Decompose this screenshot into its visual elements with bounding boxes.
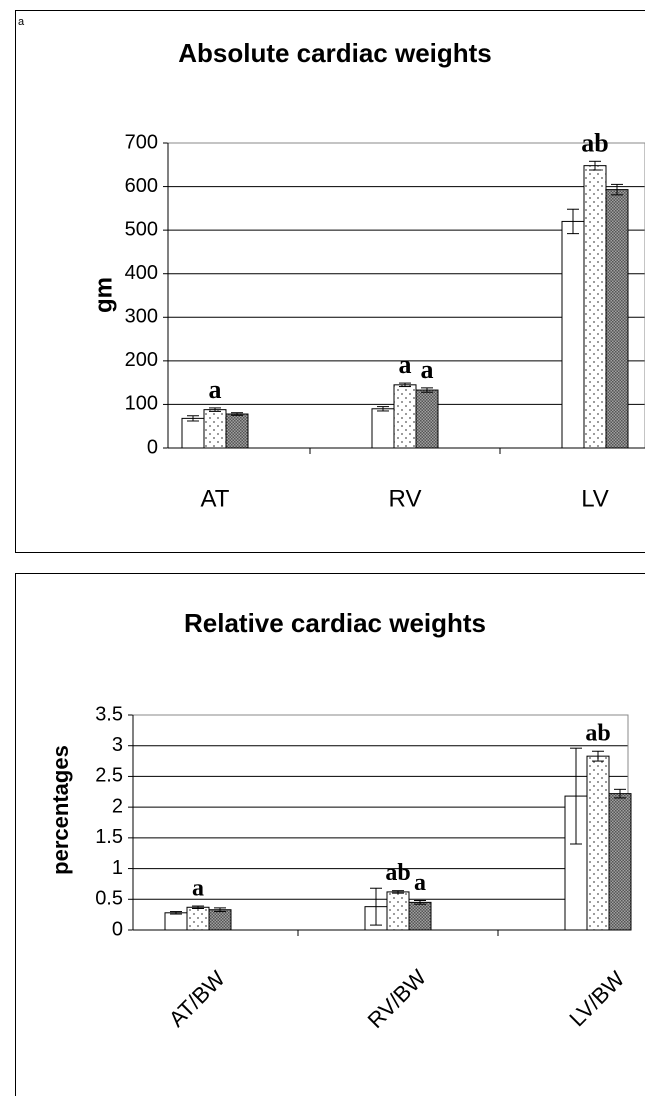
significance-label: ab (581, 128, 608, 157)
bar (415, 389, 439, 449)
y-tick-label: 0 (112, 918, 123, 940)
y-axis-label: percentages (48, 745, 73, 875)
bar (393, 384, 417, 449)
x-tick-label: LV (581, 485, 609, 512)
bar (181, 417, 205, 449)
y-tick-label: 300 (125, 306, 158, 328)
bar (586, 755, 610, 931)
bar (386, 891, 410, 931)
y-tick-label: 1.5 (95, 826, 123, 848)
significance-label: ab (585, 721, 610, 747)
chart-title: Absolute cardiac weights (178, 38, 492, 68)
y-tick-label: 600 (125, 175, 158, 197)
panel-frame (15, 10, 645, 553)
panel-label: a (18, 16, 25, 28)
y-tick-label: 3 (112, 734, 123, 756)
y-tick-label: 2.5 (95, 765, 123, 787)
significance-label: a (421, 355, 434, 384)
significance-label: a (399, 350, 412, 379)
chart-title: Relative cardiac weights (184, 608, 486, 638)
bar (608, 793, 632, 931)
bar (605, 189, 629, 449)
x-tick-label: AT/BW (164, 966, 230, 1032)
y-tick-label: 700 (125, 131, 158, 153)
bar (203, 409, 227, 449)
bar (164, 912, 188, 931)
y-tick-label: 3.5 (95, 703, 123, 725)
y-tick-label: 0.5 (95, 888, 123, 910)
x-tick-label: RV (389, 485, 422, 512)
x-tick-label: AT (201, 485, 230, 512)
y-tick-label: 200 (125, 349, 158, 371)
bar (208, 909, 232, 931)
significance-label: a (192, 876, 204, 902)
y-tick-label: 400 (125, 262, 158, 284)
y-axis-label: gm (90, 277, 117, 313)
bar (408, 901, 432, 931)
significance-label: a (414, 870, 426, 896)
y-tick-label: 1 (112, 857, 123, 879)
y-tick-label: 100 (125, 393, 158, 415)
bar (583, 165, 607, 449)
significance-label: a (209, 375, 222, 404)
significance-label: ab (385, 860, 410, 886)
panel-frame (15, 573, 645, 1096)
plot-frame (132, 714, 629, 931)
y-tick-label: 500 (125, 218, 158, 240)
y-tick-label: 0 (147, 436, 158, 458)
bar (561, 220, 585, 449)
bar (186, 906, 210, 931)
bar (225, 413, 249, 449)
bar (371, 408, 395, 449)
x-tick-label: LV/BW (564, 966, 629, 1031)
y-tick-label: 2 (112, 795, 123, 817)
x-tick-label: RV/BW (363, 964, 432, 1033)
